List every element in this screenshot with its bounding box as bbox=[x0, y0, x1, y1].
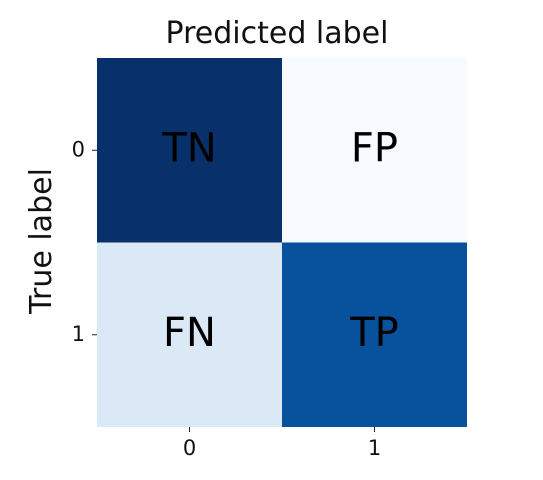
cell-label-tn: TN bbox=[161, 125, 216, 171]
heatmap-cell-labels: TN FP FN TP bbox=[161, 125, 398, 356]
heatmap-cell-tn bbox=[97, 58, 282, 243]
y-tick-label-0: 0 bbox=[72, 137, 85, 161]
x-tick-label-1: 1 bbox=[368, 436, 381, 460]
y-axis-label: True label bbox=[24, 168, 59, 315]
axes: 0 1 0 1 bbox=[72, 137, 382, 460]
heatmap-cell-tp bbox=[282, 242, 467, 427]
heatmap-cells bbox=[97, 58, 467, 427]
chart-title: Predicted label bbox=[166, 16, 389, 51]
cell-label-tp: TP bbox=[349, 310, 399, 356]
heatmap-cell-fp bbox=[282, 58, 467, 243]
cell-label-fp: FP bbox=[351, 125, 398, 171]
cell-label-fn: FN bbox=[163, 310, 216, 356]
y-tick-label-1: 1 bbox=[72, 322, 85, 346]
x-tick-label-0: 0 bbox=[183, 436, 196, 460]
heatmap-cell-fn bbox=[97, 242, 282, 427]
